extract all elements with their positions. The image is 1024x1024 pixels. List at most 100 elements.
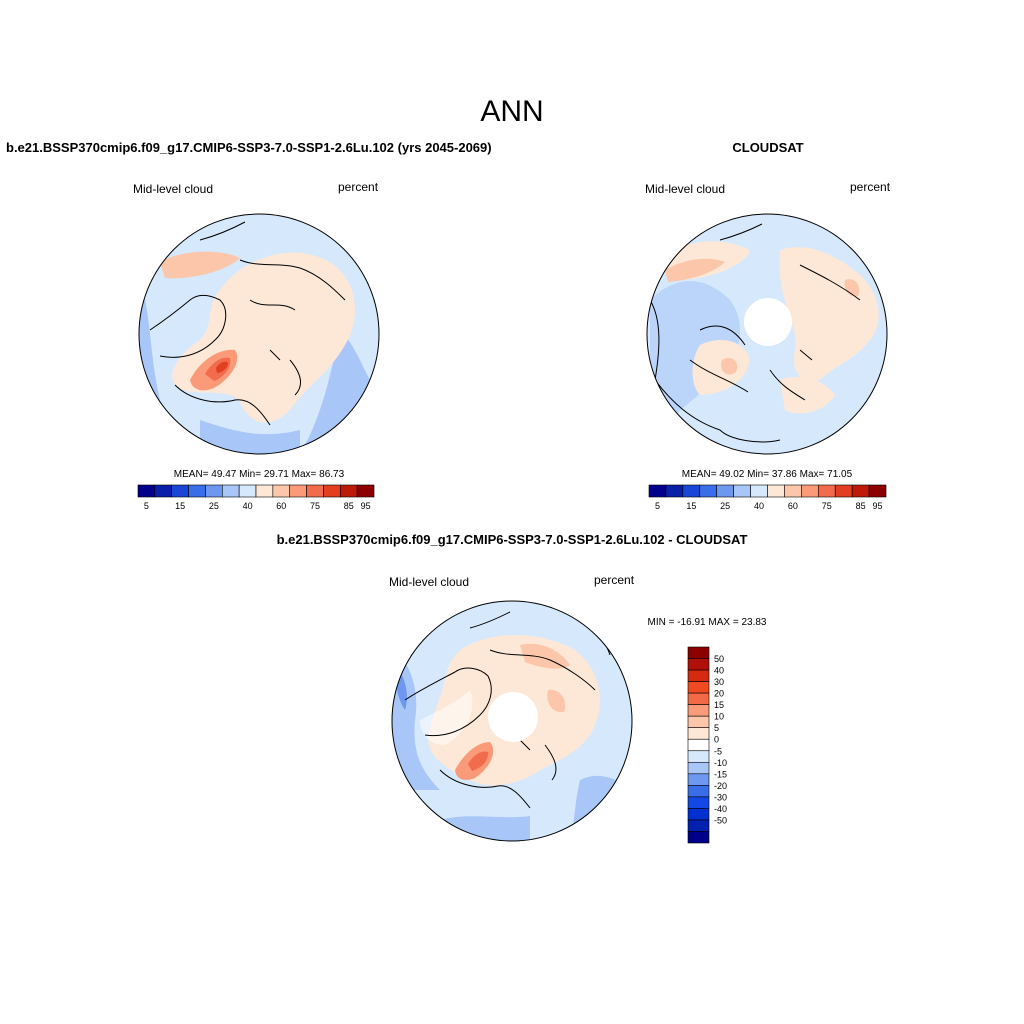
- polar-map: [139, 214, 379, 454]
- colorbar-tick-label: 60: [788, 501, 798, 511]
- colorbar-tick-label: 40: [754, 501, 764, 511]
- panel-title: b.e21.BSSP370cmip6.f09_g17.CMIP6-SSP3-7.…: [277, 532, 748, 547]
- colorbar-tick-label: 95: [361, 501, 371, 511]
- colorbar-swatch: [716, 484, 734, 498]
- colorbar-tick-label: -10: [714, 758, 727, 768]
- colorbar-tick-label: 85: [344, 501, 354, 511]
- colorbar-swatch: [851, 484, 870, 498]
- variable-label: Mid-level cloud: [645, 182, 725, 196]
- colorbar-swatch: [687, 727, 710, 740]
- colorbar-swatch: [733, 484, 751, 498]
- colorbar-tick-label: 50: [714, 654, 724, 664]
- colorbar-tick-label: 25: [720, 501, 730, 511]
- colorbar-swatch: [767, 484, 785, 498]
- colorbar-tick-label: -50: [714, 815, 727, 825]
- colorbar-swatch: [205, 484, 223, 498]
- colorbar-tick-label: 30: [714, 677, 724, 687]
- colorbar-swatch: [687, 819, 710, 832]
- colorbar-tick-label: 20: [714, 689, 724, 699]
- units-label: percent: [850, 180, 891, 194]
- colorbar-tick-label: -15: [714, 769, 727, 779]
- colorbar-tick-label: 75: [310, 501, 320, 511]
- colorbar-swatch: [784, 484, 802, 498]
- colorbar-swatch: [188, 484, 206, 498]
- colorbar-swatch: [289, 484, 307, 498]
- panel-cloudsat: CLOUDSAT Mid-level cloud percent MEAN= 4…: [645, 140, 891, 511]
- colorbar-labels: 5 15 25 40 60 75 85 95: [655, 501, 883, 511]
- colorbar-tick-label: 10: [714, 712, 724, 722]
- colorbar-swatch: [699, 484, 718, 498]
- colorbar-tick-label: 15: [686, 501, 696, 511]
- colorbar-tick-label: 60: [276, 501, 286, 511]
- colorbar-swatch: [687, 692, 710, 705]
- colorbar: [648, 484, 887, 498]
- colorbar-swatch: [687, 785, 710, 798]
- colorbar-swatch: [255, 484, 274, 498]
- colorbar-swatch: [356, 484, 375, 498]
- colorbar-swatch: [687, 750, 710, 763]
- colorbar: [687, 646, 710, 844]
- variable-label: Mid-level cloud: [389, 575, 469, 589]
- colorbar-swatch: [687, 669, 710, 682]
- colorbar-tick-label: 5: [655, 501, 660, 511]
- variable-label: Mid-level cloud: [133, 182, 213, 196]
- colorbar-swatch: [339, 484, 358, 498]
- colorbar-swatch: [648, 484, 667, 498]
- colorbar-swatch: [272, 484, 291, 498]
- colorbar-swatch: [306, 484, 324, 498]
- colorbar-swatch: [171, 484, 189, 498]
- colorbar-labels: 5 15 25 40 60 75 85 95: [144, 501, 371, 511]
- polar-map: [392, 601, 632, 841]
- colorbar-tick-label: 0: [714, 735, 719, 745]
- colorbar-swatch: [801, 484, 819, 498]
- polar-map: [647, 214, 887, 454]
- colorbar-tick-label: 5: [144, 501, 149, 511]
- colorbar-swatch: [682, 484, 701, 498]
- colorbar-swatch: [687, 808, 710, 821]
- colorbar-swatch: [687, 773, 710, 786]
- colorbar-tick-label: 95: [873, 501, 883, 511]
- colorbar-swatch: [323, 484, 341, 498]
- colorbar-tick-label: -40: [714, 804, 727, 814]
- panel-title: CLOUDSAT: [732, 140, 803, 155]
- colorbar-swatch: [834, 484, 853, 498]
- units-label: percent: [594, 573, 635, 587]
- colorbar-tick-label: 5: [714, 723, 719, 733]
- colorbar-tick-label: 75: [822, 501, 832, 511]
- colorbar-tick-label: 40: [243, 501, 253, 511]
- colorbar-tick-label: 85: [856, 501, 866, 511]
- colorbar-swatch: [817, 484, 836, 498]
- colorbar-tick-label: -20: [714, 781, 727, 791]
- colorbar-swatch: [687, 715, 710, 729]
- units-label: percent: [338, 180, 379, 194]
- colorbar-swatch: [238, 484, 257, 498]
- colorbar-swatch: [687, 738, 710, 752]
- colorbar-swatch: [687, 761, 710, 775]
- colorbar-tick-label: -30: [714, 792, 727, 802]
- panel-title: b.e21.BSSP370cmip6.f09_g17.CMIP6-SSP3-7.…: [6, 140, 492, 155]
- panel-model: b.e21.BSSP370cmip6.f09_g17.CMIP6-SSP3-7.…: [6, 140, 492, 511]
- colorbar-tick-label: 15: [175, 501, 185, 511]
- colorbar-swatch: [687, 646, 710, 659]
- colorbar: [137, 484, 375, 498]
- colorbar-tick-label: -5: [714, 746, 722, 756]
- colorbar-swatch: [137, 484, 156, 498]
- colorbar-tick-label: 15: [714, 700, 724, 710]
- colorbar-tick-label: 40: [714, 666, 724, 676]
- colorbar-swatch: [687, 796, 710, 809]
- colorbar-swatch: [154, 484, 173, 498]
- stats-label: MEAN= 49.02 Min= 37.86 Max= 71.05: [682, 469, 853, 480]
- panel-difference: b.e21.BSSP370cmip6.f09_g17.CMIP6-SSP3-7.…: [277, 532, 767, 844]
- colorbar-swatch: [665, 484, 684, 498]
- colorbar-swatch: [221, 484, 240, 498]
- stats-label: MEAN= 49.47 Min= 29.71 Max= 86.73: [174, 469, 345, 480]
- colorbar-swatch: [868, 484, 887, 498]
- colorbar-swatch: [687, 681, 710, 694]
- colorbar-swatch: [687, 704, 710, 717]
- colorbar-swatch: [687, 658, 710, 671]
- stats-label: MIN = -16.91 MAX = 23.83: [648, 617, 767, 628]
- colorbar-swatch: [750, 484, 768, 498]
- colorbar-tick-label: 25: [209, 501, 219, 511]
- page-title: ANN: [480, 95, 543, 128]
